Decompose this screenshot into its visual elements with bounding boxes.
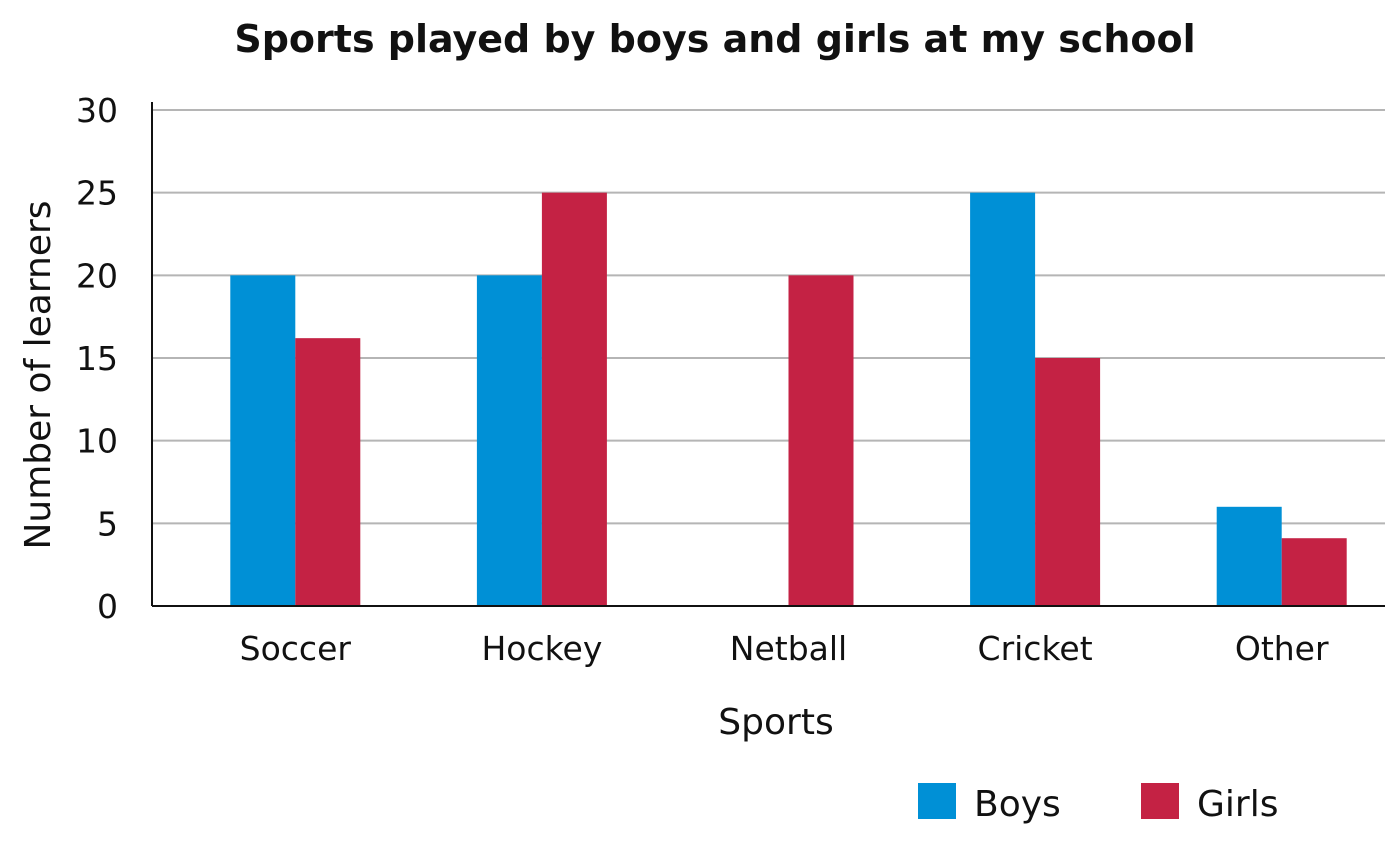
bars — [230, 192, 1347, 606]
y-tick-label: 20 — [76, 256, 118, 295]
y-tick-label: 0 — [97, 587, 118, 626]
legend-label-boys: Boys — [974, 784, 1061, 825]
y-axis-label: Number of learners — [18, 200, 59, 549]
x-axis-label: Sports — [718, 702, 833, 743]
bar-boys-hockey — [476, 275, 542, 606]
legend: Boys Girls — [918, 783, 1278, 825]
x-tick-label: Hockey — [481, 629, 602, 668]
x-tick-label: Other — [1235, 629, 1329, 668]
bar-girls-netball — [788, 275, 854, 606]
y-tick-labels: 0 5 10 15 20 25 30 — [76, 91, 118, 626]
legend-label-girls: Girls — [1197, 784, 1278, 825]
x-tick-label: Soccer — [240, 629, 352, 668]
bar-boys-other — [1216, 506, 1282, 606]
bar-girls-other — [1281, 538, 1347, 606]
y-tick-label: 5 — [97, 504, 118, 543]
bar-boys-soccer — [230, 275, 296, 606]
legend-swatch-girls — [1141, 783, 1179, 819]
y-tick-label: 15 — [76, 339, 118, 378]
bar-girls-hockey — [541, 192, 607, 606]
y-tick-label: 30 — [76, 91, 118, 130]
bar-girls-cricket — [1035, 358, 1101, 606]
y-tick-label: 10 — [76, 422, 118, 461]
x-tick-labels: Soccer Hockey Netball Cricket Other — [240, 629, 1329, 668]
y-tick-label: 25 — [76, 174, 118, 213]
chart-title: Sports played by boys and girls at my sc… — [234, 17, 1195, 61]
bar-girls-soccer — [295, 338, 361, 606]
legend-swatch-boys — [918, 783, 956, 819]
bar-boys-cricket — [970, 192, 1036, 606]
x-tick-label: Cricket — [978, 629, 1093, 668]
x-tick-label: Netball — [730, 629, 847, 668]
